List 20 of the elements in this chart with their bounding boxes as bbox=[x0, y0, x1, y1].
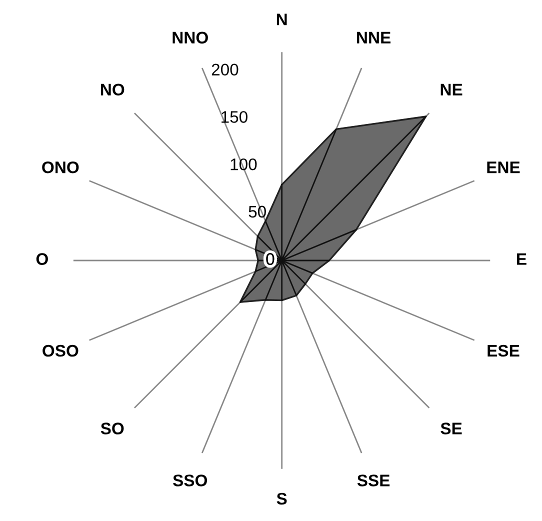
spoke-label: NO bbox=[100, 84, 124, 96]
spoke-label: SE bbox=[440, 422, 462, 434]
y-tick-label: 100 bbox=[230, 158, 257, 170]
spoke-label: SSE bbox=[357, 474, 390, 486]
spoke-label: O bbox=[36, 253, 48, 265]
spoke-label: SSO bbox=[173, 474, 208, 486]
spoke-label: S bbox=[276, 492, 287, 505]
spoke-label: ONO bbox=[42, 161, 79, 174]
spoke-label: E bbox=[517, 253, 526, 265]
spoke-label: NE bbox=[440, 84, 462, 96]
spoke-label: ESE bbox=[488, 344, 520, 357]
spoke-label: NNO bbox=[172, 32, 208, 44]
y-tick-label: 150 bbox=[222, 111, 248, 123]
y-tick-label: 200 bbox=[212, 64, 238, 76]
y-tick-label: 50 bbox=[248, 206, 266, 218]
spoke-label: N bbox=[276, 14, 287, 26]
spoke-label: ENE bbox=[487, 162, 520, 174]
spoke-label: OSO bbox=[42, 344, 78, 357]
spoke-label: NNE bbox=[357, 32, 390, 44]
spoke-label: SO bbox=[100, 422, 124, 434]
